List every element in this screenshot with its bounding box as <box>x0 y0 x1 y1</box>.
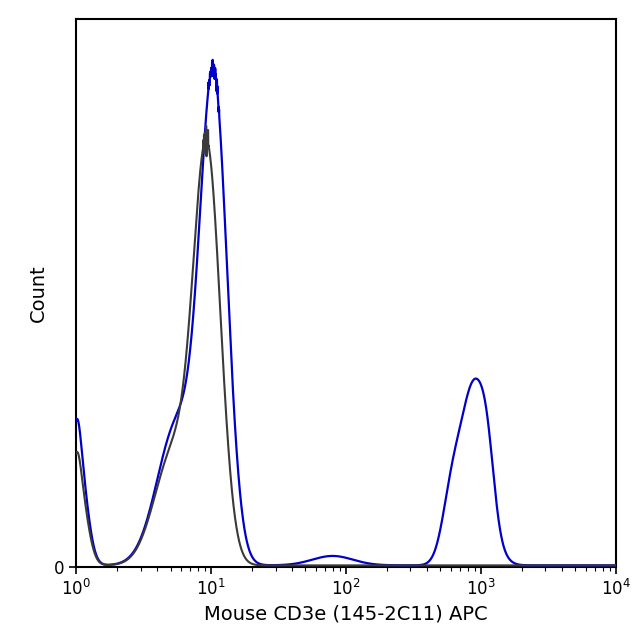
Y-axis label: Count: Count <box>29 264 48 322</box>
X-axis label: Mouse CD3e (145-2C11) APC: Mouse CD3e (145-2C11) APC <box>204 604 488 623</box>
